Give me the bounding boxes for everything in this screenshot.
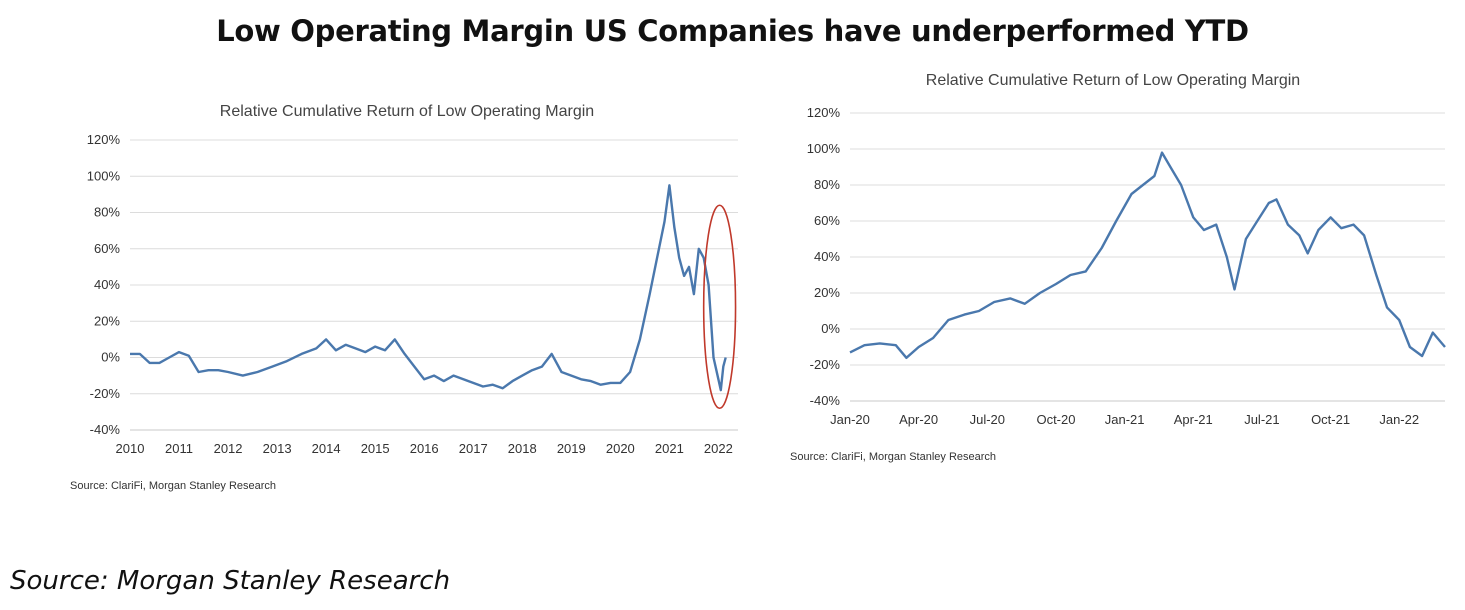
y-tick-label: 60% (814, 213, 840, 228)
y-tick-labels: -40% -20% 0% 20% 40% 60% 80% 100% 120% (87, 132, 121, 437)
chart-title: Relative Cumulative Return of Low Operat… (220, 103, 594, 120)
y-tick-label: -40% (90, 422, 121, 437)
y-tick-labels: -40% -20% 0% 20% 40% 60% 80% 100% 120% (807, 105, 841, 408)
chart-title: Relative Cumulative Return of Low Operat… (926, 72, 1300, 89)
x-tick-label: 2013 (263, 441, 292, 456)
y-tick-label: 120% (87, 132, 121, 147)
x-tick-label: Jul-20 (970, 412, 1005, 427)
y-tick-label: 20% (814, 285, 840, 300)
page-title: Low Operating Margin US Companies have u… (216, 14, 1249, 48)
x-tick-labels: 2010 2011 2012 2013 2014 2015 2016 2017 2018 2019… (116, 441, 733, 456)
line-series (849, 151, 1446, 359)
y-tick-label: 100% (807, 141, 841, 156)
x-tick-label: Oct-20 (1036, 412, 1075, 427)
x-tick-label: 2011 (165, 441, 193, 456)
line-series (130, 184, 727, 392)
y-tick-label: 0% (821, 321, 840, 336)
annotation-layer (702, 204, 737, 410)
y-gridlines (850, 112, 1445, 402)
y-tick-label: 40% (814, 249, 840, 264)
x-tick-label: 2016 (410, 441, 439, 456)
x-tick-label: Apr-20 (899, 412, 938, 427)
y-tick-label: 20% (94, 313, 120, 328)
y-tick-label: 40% (94, 277, 120, 292)
x-tick-label: Jan-21 (1105, 412, 1145, 427)
y-tick-label: 80% (814, 177, 840, 192)
footer-source: Source: Morgan Stanley Research (10, 566, 451, 596)
chart-source: Source: ClariFi, Morgan Stanley Research (790, 451, 996, 463)
x-tick-labels: Jan-20 Apr-20 Jul-20 Oct-20 Jan-21 Apr-21 Jul-… (830, 412, 1419, 427)
x-tick-label: Jan-22 (1379, 412, 1419, 427)
x-tick-label: 2021 (655, 441, 684, 456)
x-tick-label: Jul-21 (1244, 412, 1279, 427)
chart-source: Source: ClariFi, Morgan Stanley Research (70, 480, 276, 492)
series-line (849, 151, 1446, 359)
y-tick-label: 100% (87, 168, 121, 183)
highlight-ellipse (702, 204, 737, 410)
x-tick-label: Oct-21 (1311, 412, 1350, 427)
x-tick-label: 2014 (312, 441, 341, 456)
x-tick-label: Apr-21 (1174, 412, 1213, 427)
x-tick-label: 2020 (606, 441, 635, 456)
y-tick-label: 120% (807, 105, 841, 120)
x-tick-label: 2019 (557, 441, 586, 456)
x-tick-label: 2012 (214, 441, 243, 456)
chart-recent: Relative Cumulative Return of Low Operat… (790, 72, 1446, 463)
y-tick-label: -40% (810, 393, 841, 408)
x-tick-label: 2010 (116, 441, 145, 456)
y-tick-label: -20% (810, 357, 841, 372)
y-gridlines (130, 139, 738, 431)
y-tick-label: 60% (94, 241, 120, 256)
y-tick-label: 80% (94, 205, 120, 220)
x-tick-label: Jan-20 (830, 412, 870, 427)
y-tick-label: -20% (90, 386, 121, 401)
x-tick-label: 2015 (361, 441, 390, 456)
chart-long-term: Relative Cumulative Return of Low Operat… (70, 103, 738, 492)
y-tick-label: 0% (101, 350, 120, 365)
x-tick-label: 2022 (704, 441, 733, 456)
x-tick-label: 2017 (459, 441, 488, 456)
x-tick-label: 2018 (508, 441, 537, 456)
series-line (130, 184, 727, 392)
